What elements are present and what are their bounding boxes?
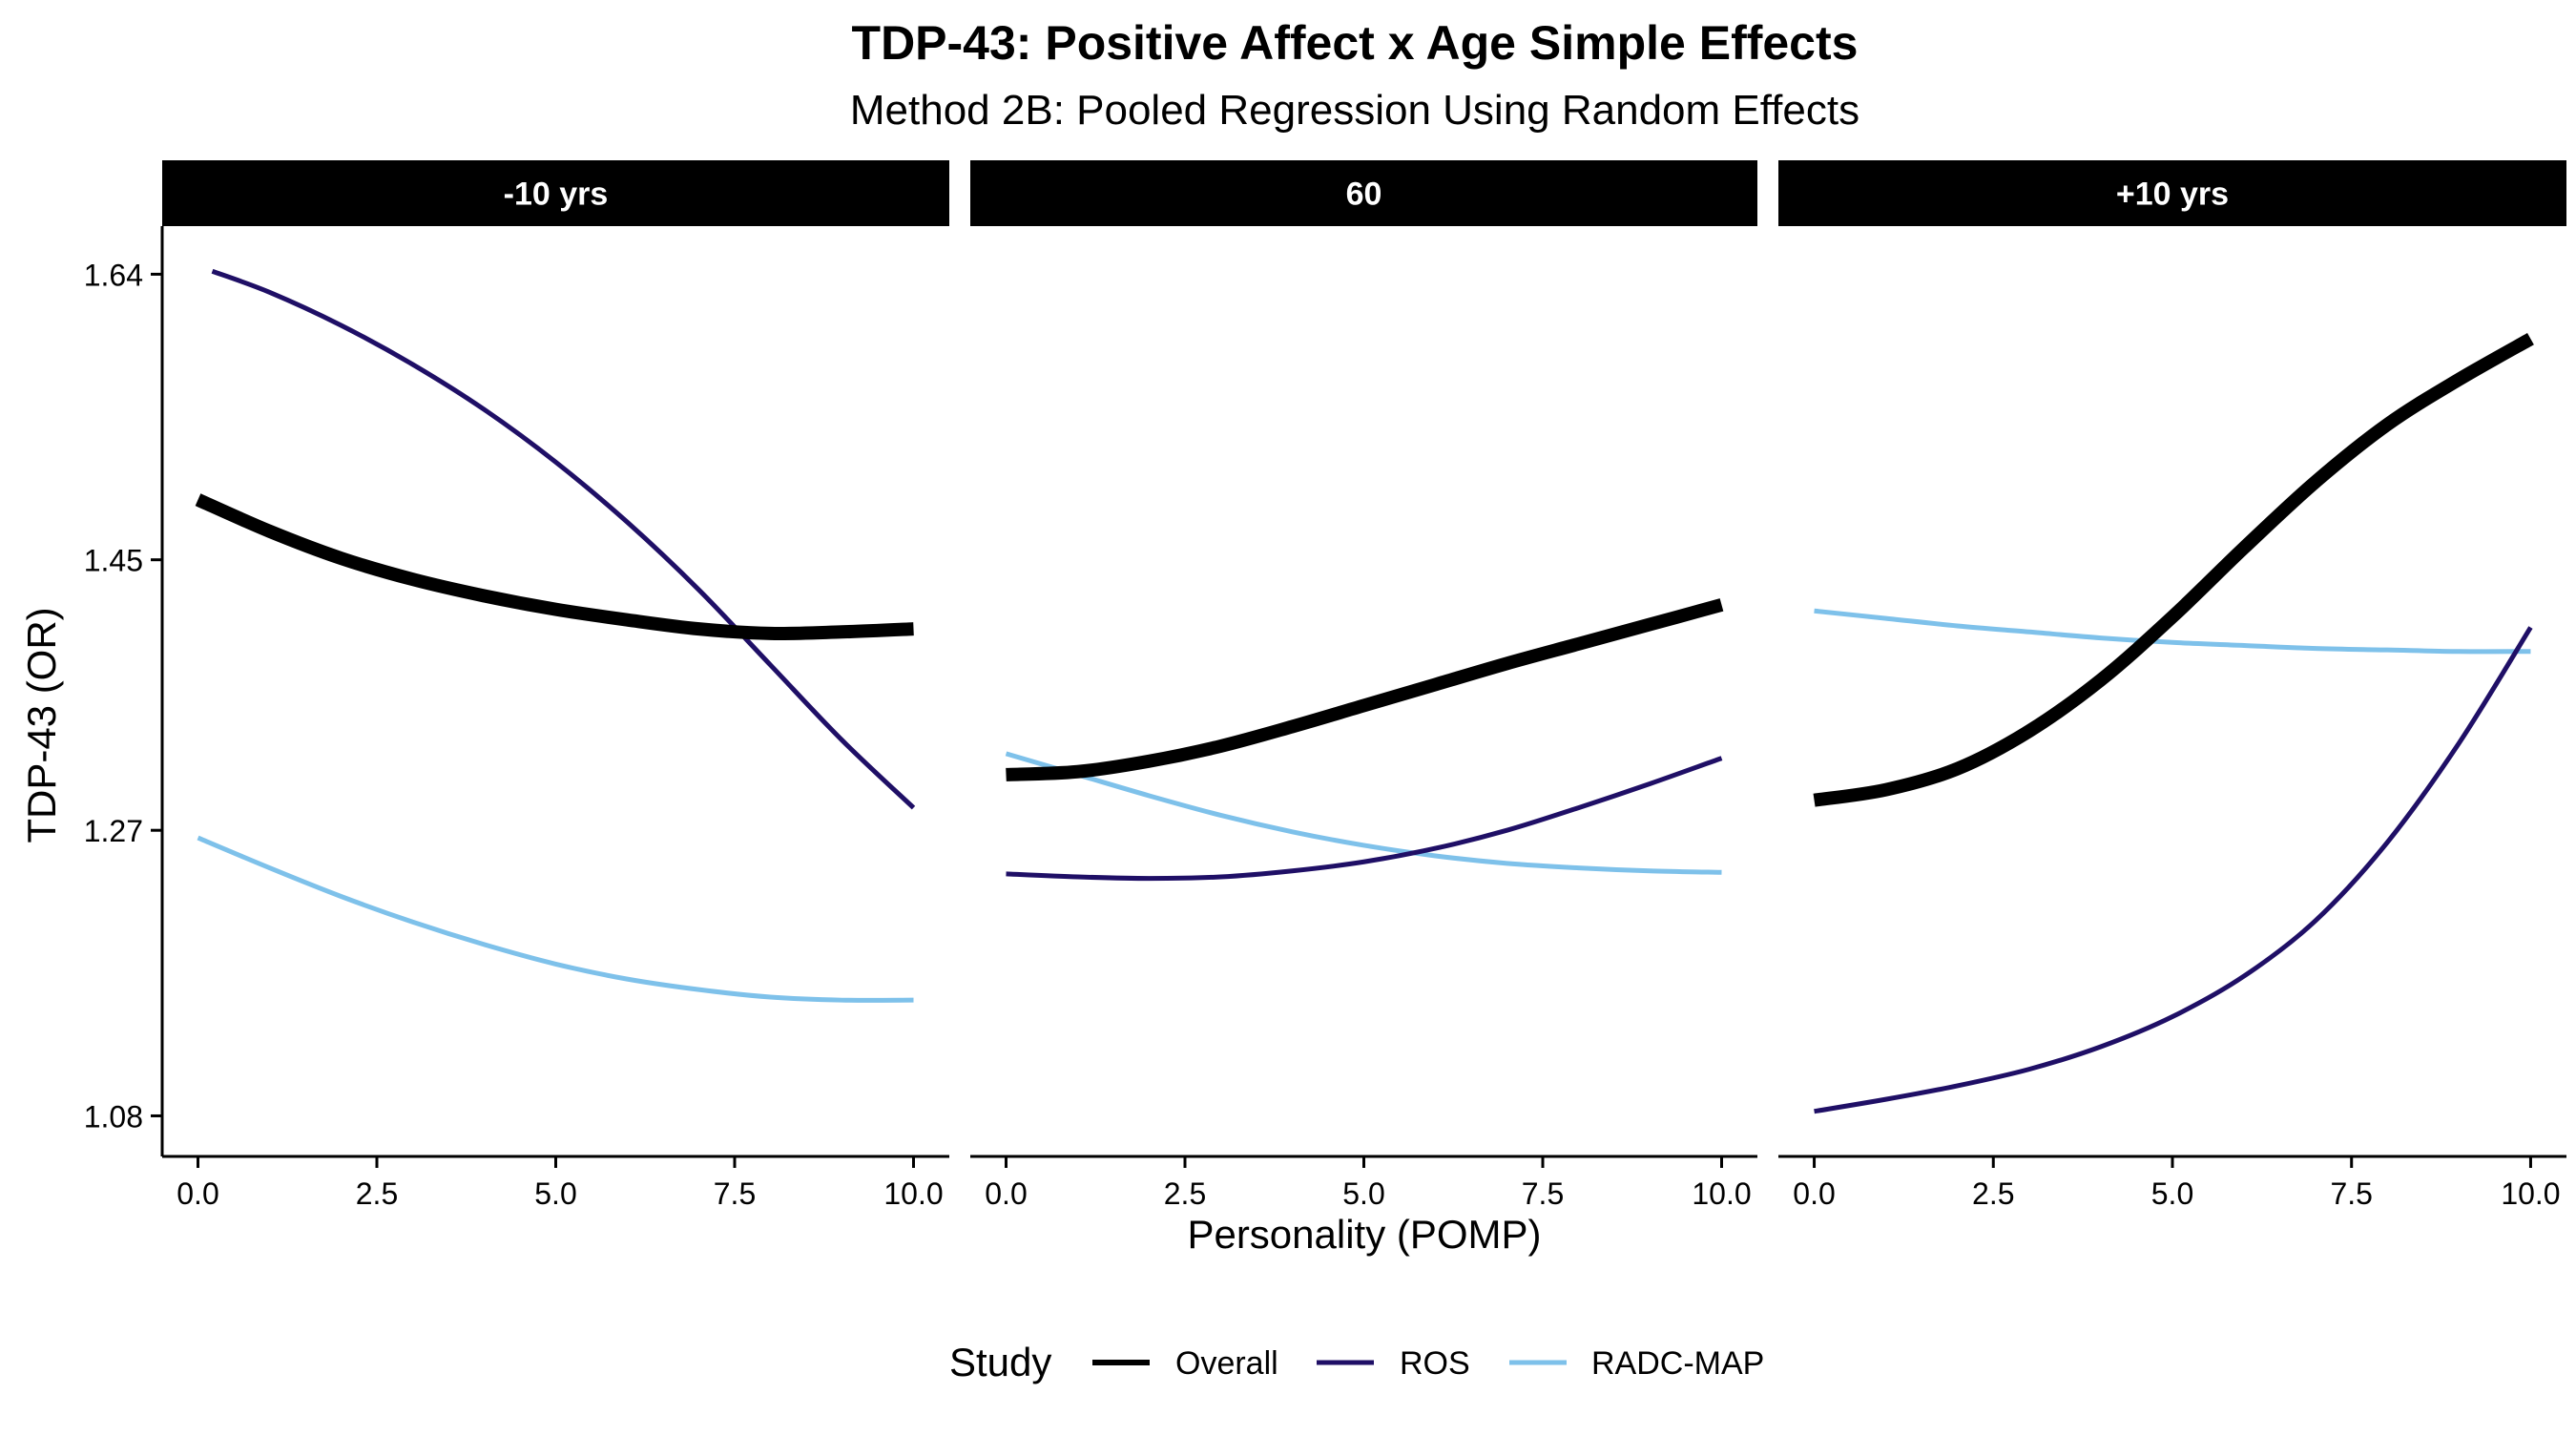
facet-strip-label: +10 yrs <box>2116 177 2229 213</box>
x-tick-label: 0.0 <box>985 1176 1027 1211</box>
y-tick-label: 1.08 <box>84 1099 143 1134</box>
facet-strip-label: 60 <box>1346 177 1382 213</box>
x-tick-label: 2.5 <box>356 1176 398 1211</box>
x-tick-label: 10.0 <box>2501 1176 2560 1211</box>
legend-title: Study <box>949 1340 1051 1384</box>
x-tick-label: 0.0 <box>1793 1176 1835 1211</box>
legend-label: RADC-MAP <box>1591 1345 1764 1382</box>
legend: Study Overall ROS RADC-MAP <box>949 1340 1764 1384</box>
series-line-overall <box>1006 598 1724 781</box>
series-line-ros <box>1006 756 1723 882</box>
x-tick-label: 7.5 <box>2330 1176 2372 1211</box>
chart-title: TDP-43: Positive Affect x Age Simple Eff… <box>852 16 1859 70</box>
facet-panel: -10 yrs 1.08 1.27 1.45 1.64 0.0 2.5 5.0 7.5 10.0 <box>84 160 949 1211</box>
series-line-overall <box>1813 333 2534 807</box>
y-tick-label: 1.27 <box>84 814 143 848</box>
y-tick-label: 1.64 <box>84 258 143 292</box>
chart-subtitle: Method 2B: Pooled Regression Using Rando… <box>850 87 1859 134</box>
x-tick-label: 7.5 <box>1522 1176 1564 1211</box>
x-tick-label: 2.5 <box>1972 1176 2014 1211</box>
x-axis-label: Personality (POMP) <box>1187 1212 1541 1257</box>
legend-label: Overall <box>1175 1345 1278 1382</box>
x-tick-label: 7.5 <box>714 1176 756 1211</box>
x-tick-label: 10.0 <box>1692 1176 1751 1211</box>
facet-panel: +10 yrs 0.0 2.5 5.0 7.5 10.0 <box>1778 160 2566 1211</box>
series-line-radc-map <box>1814 608 2531 655</box>
y-tick-label: 1.45 <box>84 544 143 578</box>
facet-panel: 60 0.0 2.5 5.0 7.5 10.0 <box>970 160 1757 1211</box>
series-line-radc-map <box>1005 751 1722 875</box>
x-tick-label: 5.0 <box>534 1176 576 1211</box>
x-tick-label: 0.0 <box>177 1176 218 1211</box>
facet-strip <box>970 160 1757 226</box>
series-line-overall <box>195 493 914 640</box>
facet-strip-label: -10 yrs <box>504 177 609 213</box>
x-tick-label: 5.0 <box>1342 1176 1384 1211</box>
y-axis-label: TDP-43 (OR) <box>19 607 64 843</box>
series-line-ros <box>211 268 916 810</box>
x-tick-label: 10.0 <box>883 1176 943 1211</box>
facet-strip <box>1778 160 2566 226</box>
x-tick-label: 2.5 <box>1164 1176 1206 1211</box>
series-line-radc-map <box>197 835 914 1003</box>
facet-strip <box>162 160 949 226</box>
x-tick-label: 5.0 <box>2151 1176 2193 1211</box>
legend-label: ROS <box>1400 1345 1470 1382</box>
series-line-ros <box>1814 626 2533 1114</box>
